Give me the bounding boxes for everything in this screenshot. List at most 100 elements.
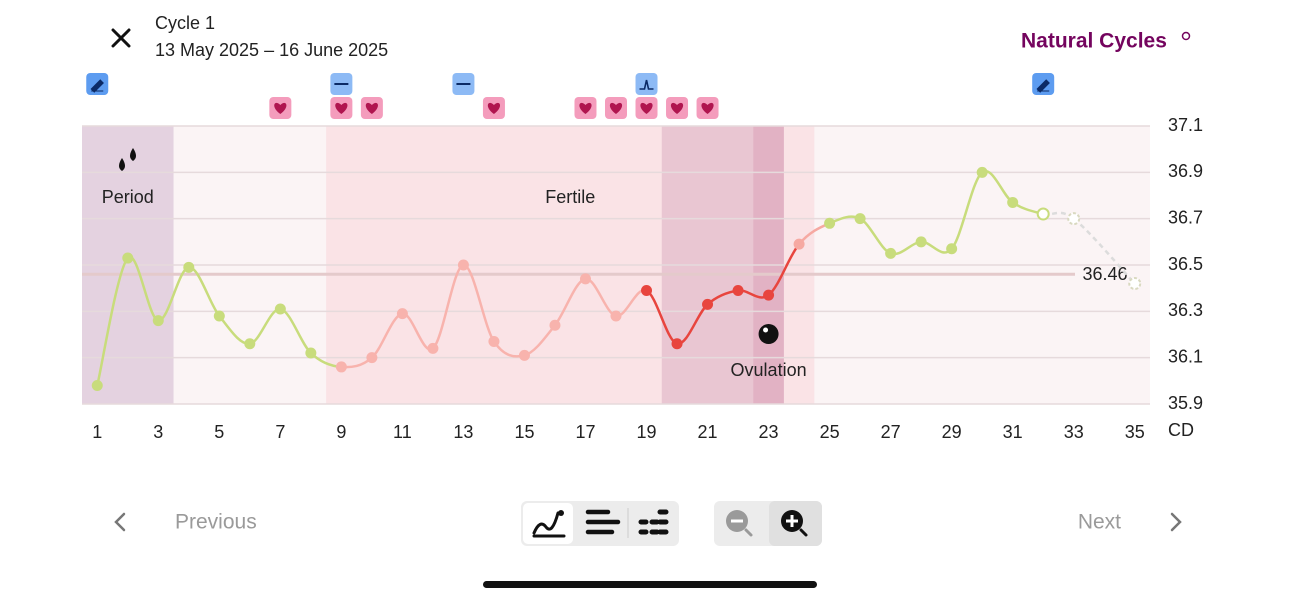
logo: Natural Cycles (1021, 30, 1167, 53)
previous-button[interactable]: Previous (175, 511, 257, 534)
temperature-point (427, 342, 439, 354)
temperature-point (457, 259, 469, 271)
line-view-icon-dot (558, 510, 564, 516)
heart (670, 102, 684, 114)
heart-icon (330, 97, 353, 119)
heart-icon (360, 97, 383, 119)
temperature-point (488, 335, 500, 347)
test-icon (635, 73, 658, 95)
temperature-point (549, 319, 561, 331)
y-tick-label: 36.1 (1168, 346, 1203, 366)
x-tick-label: 3 (153, 422, 163, 442)
heart-icon (696, 97, 719, 119)
heart (274, 102, 287, 114)
temperature-point (183, 261, 195, 273)
phase-label: Period (102, 187, 154, 207)
temperature-point (305, 347, 317, 359)
close-button[interactable] (111, 28, 131, 48)
period-drops (119, 148, 136, 171)
previous-arrow[interactable] (114, 512, 126, 532)
x-tick-label: 19 (636, 422, 656, 442)
heart (640, 102, 653, 114)
next-button[interactable]: Next (1078, 511, 1121, 534)
next-arrow[interactable] (1170, 512, 1182, 532)
x-axis-unit: CD (1168, 420, 1194, 440)
temperature-point (579, 273, 591, 285)
temperature-point (824, 217, 836, 229)
y-tick-label: 36.9 (1168, 161, 1203, 181)
x-tick-label: 9 (336, 422, 346, 442)
x-tick-label: 29 (942, 422, 962, 442)
zoom-out-button[interactable] (726, 510, 753, 537)
cycle-title: Cycle 1 (155, 13, 215, 33)
home-indicator (483, 581, 817, 588)
heart-icon (666, 97, 689, 119)
x-tick-label: 33 (1064, 422, 1084, 442)
temperature-point (946, 243, 958, 255)
x-tick-label: 1 (92, 422, 102, 442)
chart: 35.936.136.336.536.736.937.11 3 5 7 9 11 13 15 1… (82, 73, 1203, 442)
heart (701, 102, 714, 114)
note-icon (1032, 73, 1055, 95)
temperature-point (793, 238, 805, 250)
temperature-point (854, 213, 866, 225)
x-tick-label: 27 (881, 422, 901, 442)
x-tick-label: 21 (698, 422, 718, 442)
temperature-point (1007, 196, 1019, 208)
temperature-point (1036, 207, 1050, 221)
ovulation-icon-shine (763, 327, 769, 333)
temperature-point (518, 349, 530, 361)
temperature-point (274, 303, 286, 315)
icon-bg (635, 73, 658, 95)
heart (609, 102, 623, 114)
dot-view-button[interactable] (638, 509, 669, 535)
temperature-point (396, 308, 408, 320)
temperature-point (244, 338, 256, 350)
heart (335, 102, 348, 114)
y-tick-label: 35.9 (1168, 393, 1203, 413)
temperature-point (763, 289, 775, 301)
temperature-point (1128, 277, 1142, 291)
pen (1036, 79, 1050, 93)
temperature-point (671, 338, 683, 350)
temperature-point (885, 247, 897, 259)
temperature-line (96, 257, 129, 386)
temperature-point (702, 298, 714, 310)
x-tick-label: 7 (275, 422, 285, 442)
temperature-point (641, 284, 653, 296)
heart (487, 102, 501, 114)
x-tick-label: 13 (453, 422, 473, 442)
x-tick-label: 35 (1125, 422, 1145, 442)
line-view-button[interactable] (523, 503, 573, 544)
heart-icon (635, 97, 658, 119)
coverline-label: 36.46 (1082, 264, 1127, 284)
x-tick-label: 23 (759, 422, 779, 442)
temperature-point (1067, 212, 1081, 226)
x-tick-label: 31 (1003, 422, 1023, 442)
temperature-point (976, 166, 988, 178)
heart (579, 102, 592, 114)
cycle-dates: 13 May 2025 – 16 June 2025 (155, 40, 388, 60)
temperature-point (732, 284, 744, 296)
x-tick-label: 15 (514, 422, 534, 442)
x-tick-label: 17 (575, 422, 595, 442)
temperature-point (122, 252, 134, 264)
zoom-in-button[interactable] (781, 510, 808, 537)
temperature-point (915, 236, 927, 248)
peak (639, 79, 654, 90)
y-tick-label: 36.5 (1168, 254, 1203, 274)
minus-icon (330, 73, 353, 95)
heart-icon (482, 97, 505, 119)
x-tick-label: 25 (820, 422, 840, 442)
x-tick-label: 5 (214, 422, 224, 442)
phase-label: Ovulation (731, 360, 807, 380)
ovulation-icon (758, 324, 779, 344)
temperature-point (91, 379, 103, 391)
logo-mark (1181, 31, 1191, 41)
bar-view-button[interactable] (585, 509, 621, 535)
pen (90, 79, 104, 93)
temperature-point (335, 361, 347, 373)
temperature-point (152, 315, 164, 327)
phase-label: Fertile (545, 187, 595, 207)
